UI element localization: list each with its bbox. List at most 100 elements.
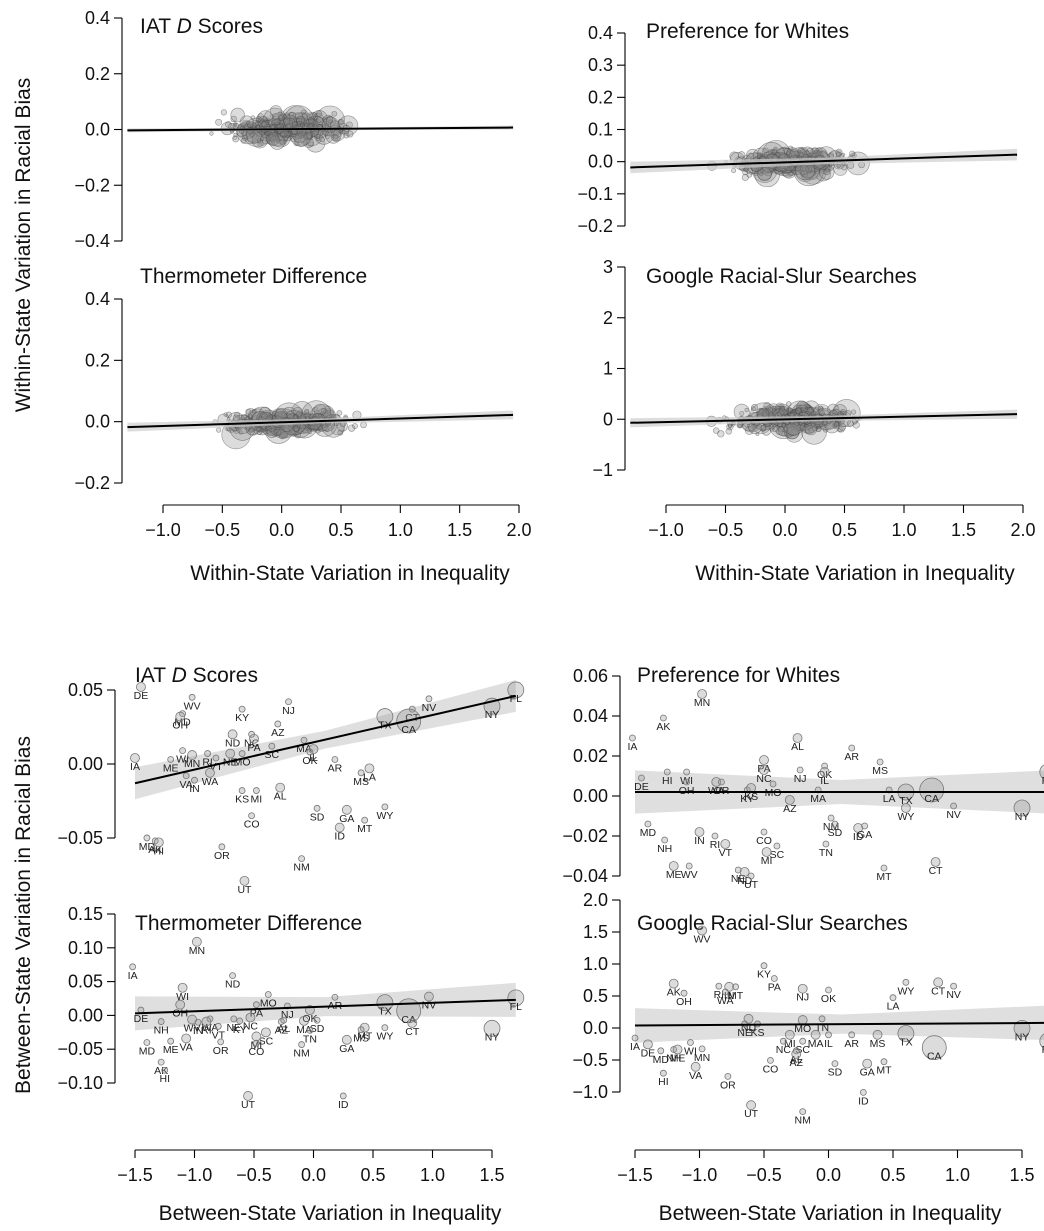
state-label: LA <box>887 1001 900 1013</box>
state-label: AL <box>277 1023 290 1035</box>
state-label: PA <box>768 981 781 993</box>
state-label: TX <box>378 1006 391 1018</box>
y-tick-label: 0.0 <box>588 152 613 172</box>
state-point <box>313 804 321 812</box>
obs-point <box>294 132 309 147</box>
state-point <box>799 1037 807 1045</box>
state-label: OH <box>172 720 188 732</box>
state-point <box>274 720 282 728</box>
state-point <box>407 1018 418 1028</box>
state-label: TN <box>303 1033 317 1045</box>
state-point <box>212 754 220 762</box>
panel-2: Preference for Whites −0.2 −0.1 0.0 0.1 0.2 0.… <box>577 20 1018 236</box>
obs-point <box>293 414 298 419</box>
state-label: AR <box>328 762 343 774</box>
state-label: MS <box>353 776 369 788</box>
state-label: ME <box>670 1053 686 1065</box>
state-label: DE <box>634 781 649 793</box>
state-point <box>822 840 830 848</box>
state-point <box>773 842 781 850</box>
panel-title: Thermometer Difference <box>135 912 362 935</box>
state-point <box>187 750 198 760</box>
state-point <box>950 802 958 810</box>
state-label: NY <box>1015 811 1030 823</box>
bottom-x-axis-label-left: Between-State Variation in Inequality <box>159 1202 502 1225</box>
state-label: MT <box>357 823 373 835</box>
state-point <box>657 1047 665 1055</box>
obs-point <box>800 170 805 176</box>
state-label: MS <box>870 1038 886 1050</box>
state-label: AZ <box>271 727 285 739</box>
state-label: NC <box>776 1044 792 1056</box>
y-tick-label: −0.10 <box>57 1073 103 1093</box>
x-tick-label: 2.0 <box>1010 520 1035 540</box>
fit-line <box>127 413 514 429</box>
panel-title: Google Racial-Slur Searches <box>646 265 917 288</box>
x-tick-label: 0.5 <box>360 1165 385 1185</box>
state-point <box>784 1029 795 1040</box>
state-point <box>767 1057 774 1064</box>
obs-point <box>737 151 746 159</box>
x-tick-label: −0.5 <box>205 520 241 540</box>
state-point <box>1039 1033 1044 1049</box>
state-label: LA <box>883 793 896 805</box>
state-point <box>177 982 188 993</box>
state-label: WI <box>176 991 189 1003</box>
y-tick-label: 0.0 <box>85 120 110 140</box>
obs-point <box>233 132 238 137</box>
state-point <box>950 982 958 990</box>
panel-7: Thermometer Difference −0.10 −0.05 0.00 0.05… <box>57 904 525 1185</box>
state-point <box>252 787 260 794</box>
y-tick-label: −1 <box>592 460 613 480</box>
state-label: SC <box>770 849 785 861</box>
state-point <box>734 866 742 874</box>
state-label: MO <box>260 998 277 1010</box>
state-label: NC <box>244 737 260 749</box>
state-label: MT <box>876 871 892 883</box>
state-label: VA <box>180 779 193 791</box>
obs-point <box>731 168 737 174</box>
state-point <box>1013 1020 1031 1037</box>
panel-title: Preference for Whites <box>637 664 840 687</box>
state-point <box>631 1034 639 1042</box>
state-point <box>902 978 910 986</box>
state-label: OR <box>214 850 230 862</box>
state-point <box>919 777 945 803</box>
state-label: IN <box>724 990 735 1002</box>
state-point <box>1039 764 1044 780</box>
state-label: NH <box>154 1025 169 1037</box>
state-point <box>331 993 339 1001</box>
state-label: WY <box>376 1031 393 1043</box>
state-point <box>204 750 211 757</box>
obs-point <box>744 407 749 413</box>
x-tick-label: 1.5 <box>1009 1165 1034 1185</box>
state-label: MI <box>761 855 773 867</box>
state-label: IN <box>189 783 200 795</box>
state-point <box>243 1091 253 1101</box>
obs-point <box>252 408 257 414</box>
state-point <box>861 822 869 830</box>
state-label: HI <box>662 775 673 787</box>
panel-1: IAT D Scores −0.4 −0.2 0.0 0.2 0.4 <box>74 8 514 251</box>
obs-point <box>271 119 277 126</box>
state-point <box>275 782 286 793</box>
obs-point <box>230 115 237 123</box>
panel-title: IAT D Scores <box>140 15 263 38</box>
state-point <box>859 1089 867 1096</box>
state-point <box>507 989 525 1007</box>
state-point <box>143 1039 151 1046</box>
state-label: CO <box>756 835 772 847</box>
state-point <box>718 778 725 786</box>
obs-point <box>325 127 342 144</box>
state-point <box>214 1022 222 1030</box>
state-label: OR <box>213 1045 229 1057</box>
state-point <box>225 748 236 759</box>
state-label: SD <box>828 1067 843 1079</box>
state-point <box>672 1044 683 1055</box>
x-tick-label: −0.5 <box>236 1165 272 1185</box>
state-label: OH <box>172 1008 188 1020</box>
state-point <box>483 1019 501 1037</box>
state-point <box>376 994 394 1012</box>
state-point <box>644 820 652 828</box>
state-label: SD <box>310 1023 325 1035</box>
